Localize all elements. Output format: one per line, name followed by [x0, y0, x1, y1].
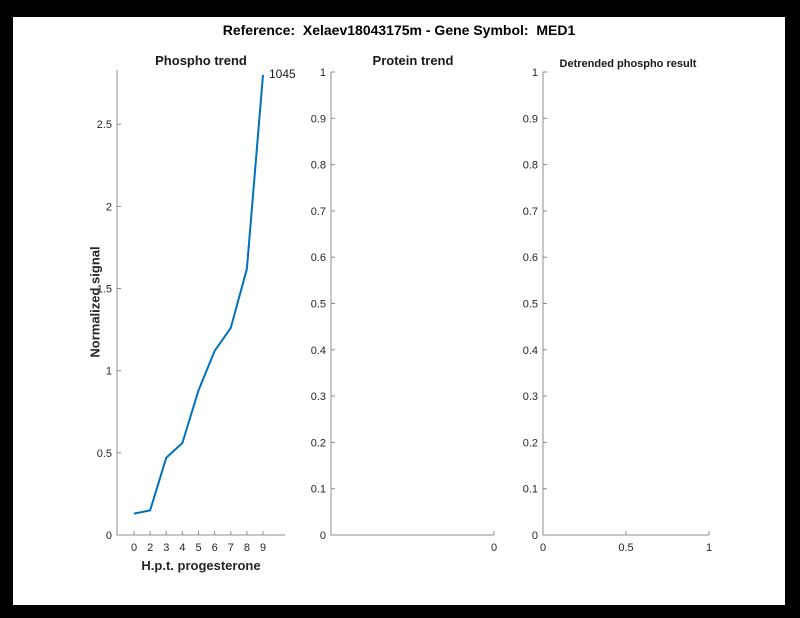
figure-title: Reference: Xelaev18043175m - Gene Symbol…: [222, 22, 576, 38]
plot2-ytick-label: 1: [320, 67, 326, 79]
plot3-xtick-label: 0: [540, 542, 546, 554]
plot1-xtick-label: 5: [195, 542, 201, 554]
plot2-ytick-label: 0.2: [311, 437, 326, 449]
plot3-ytick-label: 0.4: [523, 345, 538, 357]
plot2-axes: [330, 72, 494, 536]
plot1-xtick-label: 7: [228, 542, 234, 554]
plot1-xtick-label: 0: [131, 542, 137, 554]
plot3-ytick-label: 0.5: [523, 299, 538, 311]
plot1-x-axis-label: H.p.t. progesterone: [141, 558, 261, 573]
max-value-annotation: 1045: [269, 67, 296, 81]
plot1-data-line: [133, 74, 264, 515]
plot1-title: Phospho trend: [155, 53, 247, 68]
plot2-ytick-label: 0.8: [311, 160, 326, 172]
plot3-ytick-label: 0.3: [523, 391, 538, 403]
plot3-ytick-label: 0.2: [523, 437, 538, 449]
plot2-title: Protein trend: [372, 53, 454, 68]
plot2-ytick-label: 0.9: [311, 113, 326, 125]
plot1-ytick-label: 2.5: [97, 119, 112, 131]
plot1-ytick-label: 2: [106, 201, 112, 213]
plot3-xtick-label: 0.5: [618, 542, 633, 554]
plot1-ytick-label: 1.5: [97, 284, 112, 296]
plot3-ytick-label: 0.6: [523, 252, 538, 264]
plot1-xtick-label: 3: [163, 542, 169, 554]
plot3-title: Detrended phospho result: [559, 58, 697, 70]
plot2-ytick-label: 0.5: [311, 299, 326, 311]
plot1-xtick-label: 2: [147, 542, 153, 554]
plot2-ytick-label: 0.7: [311, 206, 326, 218]
plot3-ytick-label: 0.1: [523, 484, 538, 496]
plot1-axes: [116, 70, 285, 536]
plot2-ytick-label: 0.3: [311, 391, 326, 403]
plot3-xtick-label: 1: [706, 542, 712, 554]
plot3-ytick-label: 1: [532, 67, 538, 79]
plot3-ytick-label: 0.7: [523, 206, 538, 218]
plot3-axes: [542, 72, 709, 536]
plot2-ytick-label: 0.6: [311, 252, 326, 264]
plot1-y-axis-label: Normalized signal: [87, 246, 103, 358]
plots-svg: 00.511.522.50 2 3 4 5 6 7 8 900.10.20.30.40.50.6…: [97, 67, 712, 554]
figure-canvas: Reference: Xelaev18043175m - Gene Symbol…: [13, 17, 785, 605]
plot1-xtick-label: 9: [260, 542, 266, 554]
plot3-ytick-label: 0.8: [523, 160, 538, 172]
plot2-ytick-label: 0.4: [311, 345, 326, 357]
plot2-ytick-label: 0: [320, 530, 326, 542]
plot1-ytick-label: 0: [106, 530, 112, 542]
plot1-ytick-label: 0.5: [97, 448, 112, 460]
plot2-ytick-label: 0.1: [311, 484, 326, 496]
plot1-ytick-label: 1: [106, 366, 112, 378]
plot2-xtick-label: 0: [491, 542, 497, 554]
plot3-ytick-label: 0: [532, 530, 538, 542]
plot3-ytick-label: 0.9: [523, 113, 538, 125]
plot1-xtick-label: 6: [212, 542, 218, 554]
plot1-xtick-label: 8: [244, 542, 250, 554]
plot1-xtick-label: 4: [179, 542, 185, 554]
